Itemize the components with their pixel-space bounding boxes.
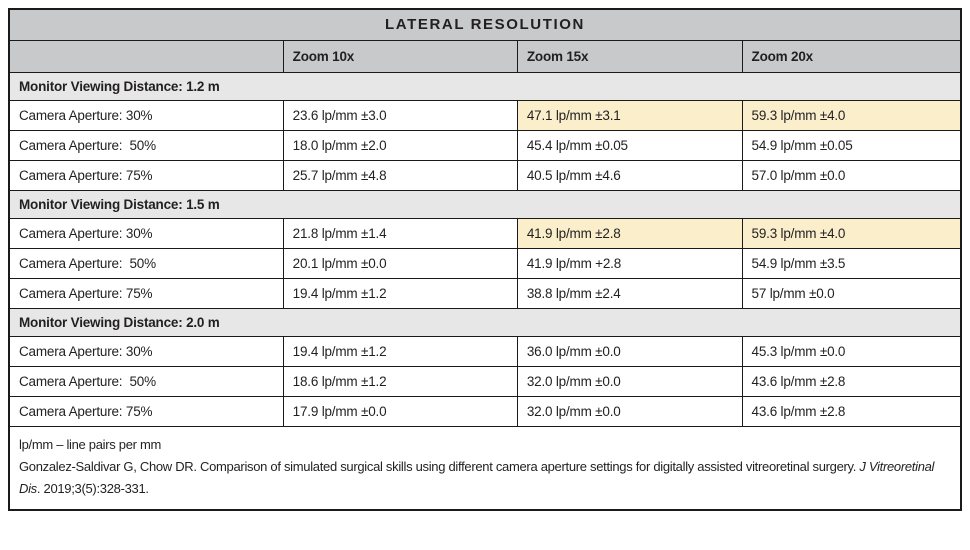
column-header-zoom-20x: Zoom 20x [741, 39, 962, 73]
citation-journal: J Vitreoretinal Dis [19, 458, 935, 496]
value-cell: 57.0 lp/mm ±0.0 [741, 159, 962, 191]
value-cell: 23.6 lp/mm ±3.0 [282, 99, 518, 131]
table-row: Camera Aperture: 50% 18.0 lp/mm ±2.0 45.… [8, 129, 962, 161]
section-header-viewing-distance-1-5m: Monitor Viewing Distance: 1.5 m [8, 189, 962, 219]
row-label-aperture-50: Camera Aperture: 50% [8, 247, 284, 279]
citation: Gonzalez-Saldivar G, Chow DR. Comparison… [19, 456, 951, 500]
lateral-resolution-table: LATERAL RESOLUTION Zoom 10x Zoom 15x Zoo… [8, 8, 962, 511]
value-cell: 32.0 lp/mm ±0.0 [516, 365, 743, 397]
value-cell: 18.0 lp/mm ±2.0 [282, 129, 518, 161]
page: LATERAL RESOLUTION Zoom 10x Zoom 15x Zoo… [8, 8, 962, 511]
table-row: Camera Aperture: 75% 25.7 lp/mm ±4.8 40.… [8, 159, 962, 191]
section-header-viewing-distance-2-0m: Monitor Viewing Distance: 2.0 m [8, 307, 962, 337]
table-row: Camera Aperture: 75% 17.9 lp/mm ±0.0 32.… [8, 395, 962, 427]
abbreviation-note: lp/mm – line pairs per mm [19, 436, 162, 452]
row-label-aperture-30: Camera Aperture: 30% [8, 335, 284, 367]
value-cell: 38.8 lp/mm ±2.4 [516, 277, 743, 309]
citation-text: Gonzalez-Saldivar G, Chow DR. Comparison… [19, 458, 860, 474]
value-cell: 17.9 lp/mm ±0.0 [282, 395, 518, 427]
row-label-aperture-50: Camera Aperture: 50% [8, 129, 284, 161]
table-row: Camera Aperture: 30% 23.6 lp/mm ±3.0 47.… [8, 99, 962, 131]
value-cell: 45.3 lp/mm ±0.0 [741, 335, 962, 367]
value-cell: 25.7 lp/mm ±4.8 [282, 159, 518, 191]
value-cell: 54.9 lp/mm ±0.05 [741, 129, 962, 161]
value-cell: 20.1 lp/mm ±0.0 [282, 247, 518, 279]
value-cell: 43.6 lp/mm ±2.8 [741, 395, 962, 427]
value-cell-highlighted: 47.1 lp/mm ±3.1 [516, 99, 743, 131]
row-label-aperture-30: Camera Aperture: 30% [8, 217, 284, 249]
value-cell: 57 lp/mm ±0.0 [741, 277, 962, 309]
value-cell: 43.6 lp/mm ±2.8 [741, 365, 962, 397]
value-cell: 18.6 lp/mm ±1.2 [282, 365, 518, 397]
table-footer: lp/mm – line pairs per mm Gonzalez-Saldi… [8, 425, 962, 511]
row-label-aperture-50: Camera Aperture: 50% [8, 365, 284, 397]
value-cell-highlighted: 59.3 lp/mm ±4.0 [741, 217, 962, 249]
citation-tail: . 2019;3(5):328-331. [36, 480, 149, 496]
row-label-aperture-75: Camera Aperture: 75% [8, 277, 284, 309]
value-cell: 54.9 lp/mm ±3.5 [741, 247, 962, 279]
value-cell: 36.0 lp/mm ±0.0 [516, 335, 743, 367]
row-label-aperture-30: Camera Aperture: 30% [8, 99, 284, 131]
value-cell: 40.5 lp/mm ±4.6 [516, 159, 743, 191]
table-title: LATERAL RESOLUTION [8, 8, 962, 41]
value-cell: 19.4 lp/mm ±1.2 [282, 277, 518, 309]
value-cell: 41.9 lp/mm +2.8 [516, 247, 743, 279]
row-label-aperture-75: Camera Aperture: 75% [8, 159, 284, 191]
value-cell-highlighted: 41.9 lp/mm ±2.8 [516, 217, 743, 249]
value-cell: 19.4 lp/mm ±1.2 [282, 335, 518, 367]
table-row: Camera Aperture: 75% 19.4 lp/mm ±1.2 38.… [8, 277, 962, 309]
table-row: Camera Aperture: 30% 19.4 lp/mm ±1.2 36.… [8, 335, 962, 367]
table-row: Camera Aperture: 50% 20.1 lp/mm ±0.0 41.… [8, 247, 962, 279]
table-row: Camera Aperture: 30% 21.8 lp/mm ±1.4 41.… [8, 217, 962, 249]
corner-cell [8, 39, 284, 73]
value-cell: 32.0 lp/mm ±0.0 [516, 395, 743, 427]
row-label-aperture-75: Camera Aperture: 75% [8, 395, 284, 427]
column-header-zoom-15x: Zoom 15x [516, 39, 743, 73]
value-cell: 21.8 lp/mm ±1.4 [282, 217, 518, 249]
column-header-zoom-10x: Zoom 10x [282, 39, 518, 73]
section-header-viewing-distance-1-2m: Monitor Viewing Distance: 1.2 m [8, 71, 962, 101]
value-cell-highlighted: 59.3 lp/mm ±4.0 [741, 99, 962, 131]
value-cell: 45.4 lp/mm ±0.05 [516, 129, 743, 161]
table-row: Camera Aperture: 50% 18.6 lp/mm ±1.2 32.… [8, 365, 962, 397]
